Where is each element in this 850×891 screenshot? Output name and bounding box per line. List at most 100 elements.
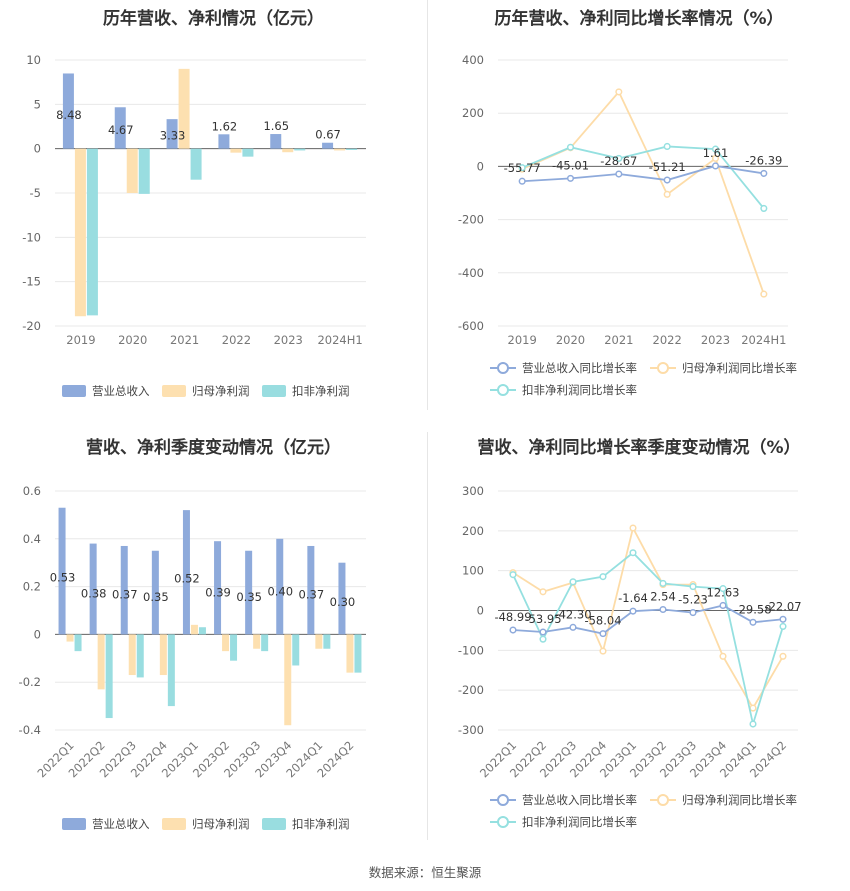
y-tick-label: 0 [477, 604, 484, 618]
legend-swatch [262, 385, 286, 397]
deducted-profit-growth-point [749, 720, 757, 728]
net-profit-bar [97, 634, 105, 690]
legend-swatch [650, 794, 676, 806]
data-label: -55.77 [504, 161, 541, 175]
net-profit-bar [315, 634, 323, 649]
data-label: 0.52 [174, 571, 200, 585]
legend-label: 营业总收入 [92, 384, 150, 398]
legend-item-deducted-profit-growth[interactable]: 扣非净利润同比增长率 [490, 814, 637, 830]
revenue-growth-point [719, 601, 727, 610]
legend-label: 扣非净利润同比增长率 [522, 383, 637, 397]
y-tick-label: -20 [22, 319, 41, 333]
revenue-growth-point [539, 628, 547, 636]
data-label: 0.35 [236, 590, 262, 604]
deducted-profit-growth-line [521, 145, 765, 209]
legend-label: 归母净利润 [192, 817, 250, 831]
legend-item-net-profit[interactable]: 归母净利润 [162, 816, 250, 832]
net-profit-growth-point [779, 652, 787, 660]
deducted-profit-bar [74, 634, 82, 652]
x-tick-label: 2024H1 [317, 333, 362, 347]
chart-legend: 营业总收入同比增长率 归母净利润同比增长率 扣非净利润同比增长率 [490, 792, 845, 832]
deducted-profit-bar [261, 634, 269, 652]
deducted-profit-bar [346, 148, 358, 150]
legend-item-revenue-growth[interactable]: 营业总收入同比增长率 [490, 792, 637, 808]
revenue-growth-point [569, 623, 577, 631]
deducted-profit-growth-point [711, 145, 720, 153]
data-label: -48.99 [494, 610, 531, 624]
revenue-bar [270, 134, 282, 149]
data-source-note: 数据来源：恒生聚源 [368, 865, 482, 880]
annual-growth-rate-chart: 400 200 0 -200 -400 -600 2019 2020 2021 2022 2023 2… [458, 53, 788, 347]
panel-divider-vertical [427, 432, 428, 840]
deducted-profit-growth-point [615, 154, 623, 162]
quarterly-revenue-profit-chart: 0.60.40.20-0.2-0.42022Q12022Q22022Q32022… [19, 484, 366, 780]
net-profit-bar [128, 634, 136, 676]
net-profit-growth-point [749, 704, 757, 712]
legend-item-deducted-profit[interactable]: 扣非净利润 [262, 816, 350, 832]
legend-swatch [262, 818, 286, 830]
deducted-profit-bar [167, 634, 175, 707]
y-tick-label: 0.6 [23, 484, 41, 498]
net-profit-bar [334, 148, 346, 151]
legend-item-deducted-profit[interactable]: 扣非净利润 [262, 383, 350, 399]
x-tick-label: 2021 [604, 333, 633, 347]
revenue-growth-line [512, 604, 784, 635]
net-profit-growth-point [629, 524, 637, 532]
y-tick-label: -200 [458, 213, 484, 227]
revenue-bar [62, 73, 74, 149]
x-tick-label: 2023 [274, 333, 303, 347]
deducted-profit-growth-point [518, 164, 526, 172]
y-tick-label: 0 [34, 142, 41, 156]
legend-item-net-profit-growth[interactable]: 归母净利润同比增长率 [650, 792, 797, 808]
revenue-bar [120, 545, 128, 635]
net-profit-bar [66, 634, 74, 642]
deducted-profit-growth-point [629, 549, 637, 557]
revenue-growth-point [711, 162, 720, 170]
data-label: -5.23 [678, 593, 708, 607]
deducted-profit-bar [230, 634, 238, 661]
revenue-growth-line [522, 165, 764, 183]
legend-swatch [490, 794, 516, 806]
revenue-growth-point [760, 169, 768, 177]
legend-swatch [490, 816, 516, 828]
deducted-profit-growth-point [779, 622, 787, 630]
x-tick-label: 2019 [66, 333, 95, 347]
net-profit-bar [282, 148, 294, 153]
legend-item-revenue-growth[interactable]: 营业总收入同比增长率 [490, 360, 637, 376]
legend-item-deducted-profit-growth[interactable]: 扣非净利润同比增长率 [490, 382, 637, 398]
chart-title: 历年营收、净利情况（亿元） [103, 9, 324, 29]
data-label: -42.30 [554, 607, 591, 621]
legend-swatch [162, 385, 186, 397]
y-tick-label: -10 [22, 230, 41, 244]
net-profit-bar [159, 634, 167, 676]
chart-legend: 营业总收入 归母净利润 扣非净利润 [62, 383, 422, 399]
legend-item-revenue[interactable]: 营业总收入 [62, 383, 150, 399]
legend-item-net-profit-growth[interactable]: 归母净利润同比增长率 [650, 360, 797, 376]
revenue-bar [58, 507, 66, 635]
y-tick-label: -15 [22, 275, 41, 289]
legend-item-revenue[interactable]: 营业总收入 [62, 816, 150, 832]
revenue-growth-point [566, 174, 575, 182]
legend-item-net-profit[interactable]: 归母净利润 [162, 383, 250, 399]
revenue-bar [166, 119, 178, 149]
chart-legend: 营业总收入 归母净利润 扣非净利润 [62, 816, 422, 832]
data-label: 12.63 [707, 585, 740, 599]
net-profit-growth-point [711, 154, 720, 162]
deducted-profit-growth-point [569, 578, 577, 586]
deducted-profit-bar [354, 634, 362, 673]
net-profit-bar [230, 148, 242, 153]
net-profit-growth-point [663, 190, 671, 198]
y-tick-label: 0 [34, 627, 41, 641]
x-tick-label: 2019 [508, 333, 537, 347]
y-tick-label: 200 [462, 106, 484, 120]
revenue-bar [182, 510, 190, 635]
y-tick-label: -0.2 [19, 675, 41, 689]
revenue-growth-point [663, 176, 671, 184]
data-label: 0.67 [315, 128, 341, 142]
legend-label: 归母净利润同比增长率 [682, 793, 797, 807]
data-label: 8.48 [56, 108, 82, 122]
y-tick-label: 5 [34, 97, 41, 111]
legend-swatch [62, 818, 86, 830]
y-tick-label: 200 [462, 524, 484, 538]
net-profit-bar [253, 634, 261, 649]
